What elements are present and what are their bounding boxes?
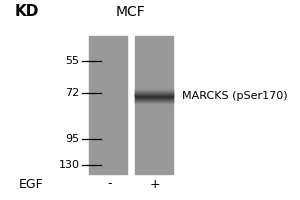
Bar: [135, 101, 173, 102]
Bar: [135, 89, 173, 90]
Text: -: -: [107, 178, 112, 190]
Bar: [135, 98, 173, 99]
Bar: [135, 96, 173, 97]
Text: KD: KD: [15, 4, 39, 20]
Bar: [135, 91, 173, 92]
Bar: [135, 97, 173, 98]
Bar: [135, 99, 173, 100]
Text: 55: 55: [66, 56, 80, 66]
Text: EGF: EGF: [19, 178, 44, 190]
Bar: [135, 93, 173, 94]
Bar: [135, 95, 173, 96]
Bar: [89, 36, 127, 174]
Text: 95: 95: [65, 134, 80, 144]
Bar: [135, 95, 173, 96]
Bar: [135, 94, 173, 95]
Text: 130: 130: [58, 160, 80, 170]
Bar: [135, 100, 173, 101]
Bar: [135, 100, 173, 101]
Bar: [135, 92, 173, 93]
Bar: [135, 101, 173, 102]
Bar: [135, 102, 173, 103]
Bar: [135, 93, 173, 94]
Text: 72: 72: [65, 88, 80, 98]
Text: MARCKS (pSer170): MARCKS (pSer170): [182, 91, 288, 101]
Text: +: +: [150, 178, 160, 190]
Bar: [135, 36, 173, 174]
Bar: [135, 102, 173, 103]
Bar: [135, 94, 173, 95]
Text: MCF: MCF: [116, 5, 146, 19]
Bar: [135, 90, 173, 91]
